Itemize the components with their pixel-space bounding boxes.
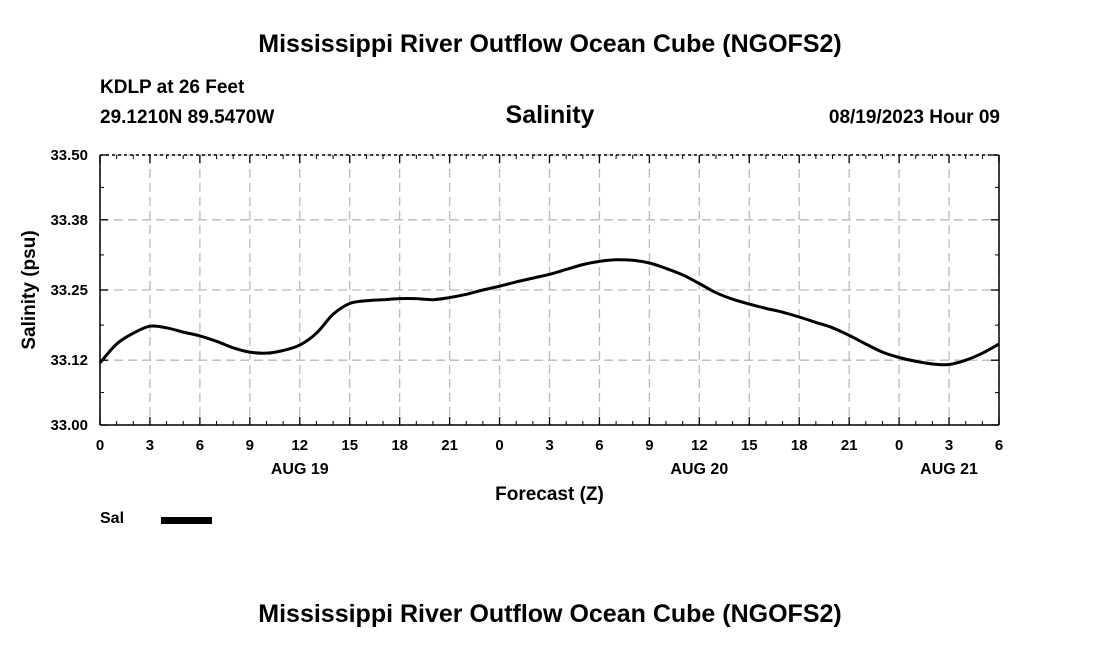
date-label: AUG 21 (920, 461, 978, 478)
date-label: AUG 19 (271, 461, 329, 478)
x-tick-label: 3 (545, 437, 553, 454)
x-tick-label: 0 (495, 437, 503, 454)
date-label: AUG 20 (670, 461, 728, 478)
x-tick-label: 6 (595, 437, 603, 454)
chart-title: Mississippi River Outflow Ocean Cube (NG… (258, 30, 842, 58)
x-tick-label: 15 (741, 437, 758, 454)
x-tick-label: 12 (691, 437, 708, 454)
x-tick-label: 0 (895, 437, 903, 454)
y-tick-label: 33.50 (50, 147, 88, 164)
legend-swatch (161, 517, 212, 524)
x-tick-label: 21 (441, 437, 458, 454)
x-tick-label: 6 (995, 437, 1003, 454)
y-tick-label: 33.00 (50, 417, 88, 434)
x-tick-label: 21 (841, 437, 858, 454)
legend-label: Sal (100, 510, 125, 527)
y-tick-label: 33.38 (50, 212, 88, 229)
x-tick-label: 12 (291, 437, 308, 454)
variable-name: Salinity (505, 101, 595, 129)
x-tick-label: 18 (391, 437, 408, 454)
footer-title: Mississippi River Outflow Ocean Cube (NG… (258, 600, 842, 628)
x-axis-title: Forecast (Z) (495, 484, 604, 505)
x-tick-label: 3 (146, 437, 154, 454)
x-tick-label: 15 (341, 437, 358, 454)
x-tick-label: 6 (196, 437, 204, 454)
x-tick-label: 18 (791, 437, 808, 454)
x-tick-label: 3 (945, 437, 953, 454)
series-line-sal (98, 258, 1000, 367)
x-tick-label: 9 (645, 437, 653, 454)
y-tick-label: 33.12 (50, 352, 88, 369)
station-coordinates: 29.1210N 89.5470W (100, 107, 275, 128)
x-tick-label: 9 (246, 437, 254, 454)
forecast-run-time: 08/19/2023 Hour 09 (828, 107, 1000, 128)
station-label: KDLP at 26 Feet (100, 77, 245, 98)
y-tick-label: 33.25 (50, 282, 88, 299)
x-tick-label: 0 (96, 437, 104, 454)
y-axis-title: Salinity (psu) (19, 230, 40, 349)
